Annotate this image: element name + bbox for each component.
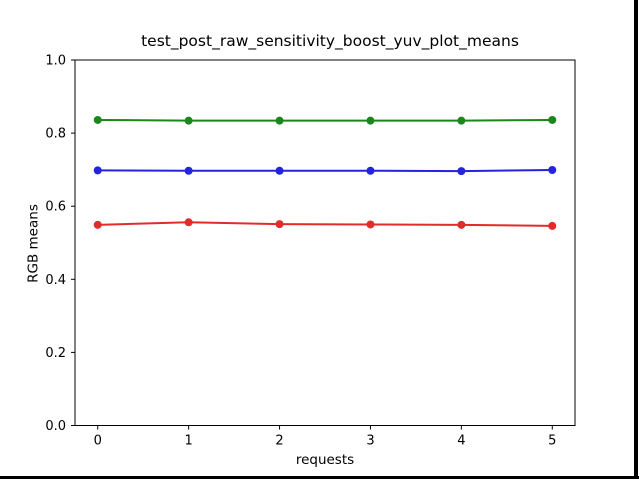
- series-marker-red-channel-mean: [275, 220, 284, 229]
- y-tick-label: 1.0: [45, 54, 66, 69]
- series-marker-red-channel-mean: [457, 220, 466, 229]
- series-marker-green-channel-mean: [457, 116, 466, 125]
- series-marker-green-channel-mean: [548, 115, 557, 124]
- chart-title: test_post_raw_sensitivity_boost_yuv_plot…: [141, 32, 519, 50]
- axes-spines: [74, 59, 576, 426]
- series-marker-blue-channel-mean: [275, 166, 284, 175]
- series-marker-blue-channel-mean: [184, 166, 193, 175]
- x-tick-label: 0: [94, 434, 102, 449]
- series-marker-green-channel-mean: [275, 116, 284, 125]
- series-marker-green-channel-mean: [366, 116, 375, 125]
- x-tick-label: 5: [548, 434, 556, 449]
- series-line-green-channel-mean: [96, 118, 554, 122]
- x-tick-label: 2: [275, 434, 283, 449]
- series-marker-red-channel-mean: [93, 220, 102, 229]
- x-tick-label: 3: [366, 434, 374, 449]
- x-axis-label: requests: [295, 452, 355, 468]
- screen-edge-bar-right: [634, 0, 638, 479]
- series-marker-blue-channel-mean: [366, 166, 375, 175]
- series-marker-red-channel-mean: [184, 218, 193, 227]
- series-marker-blue-channel-mean: [548, 166, 557, 175]
- x-tick-label: 1: [184, 434, 192, 449]
- series-marker-red-channel-mean: [548, 221, 557, 230]
- series-marker-green-channel-mean: [93, 115, 102, 124]
- series-marker-blue-channel-mean: [93, 166, 102, 175]
- screen-edge-bar-bottom: [0, 476, 639, 479]
- y-tick-label: 0.8: [45, 127, 66, 142]
- x-tick-label: 4: [457, 434, 465, 449]
- y-tick-label: 0.0: [45, 419, 66, 434]
- y-tick-label: 0.6: [45, 200, 66, 215]
- series-line-red-channel-mean: [96, 221, 554, 227]
- y-tick-label: 0.4: [45, 273, 66, 288]
- series-marker-blue-channel-mean: [457, 167, 466, 176]
- y-tick-label: 0.2: [45, 346, 66, 361]
- series-marker-red-channel-mean: [366, 220, 375, 229]
- series-marker-green-channel-mean: [184, 116, 193, 125]
- series-line-blue-channel-mean: [96, 169, 554, 173]
